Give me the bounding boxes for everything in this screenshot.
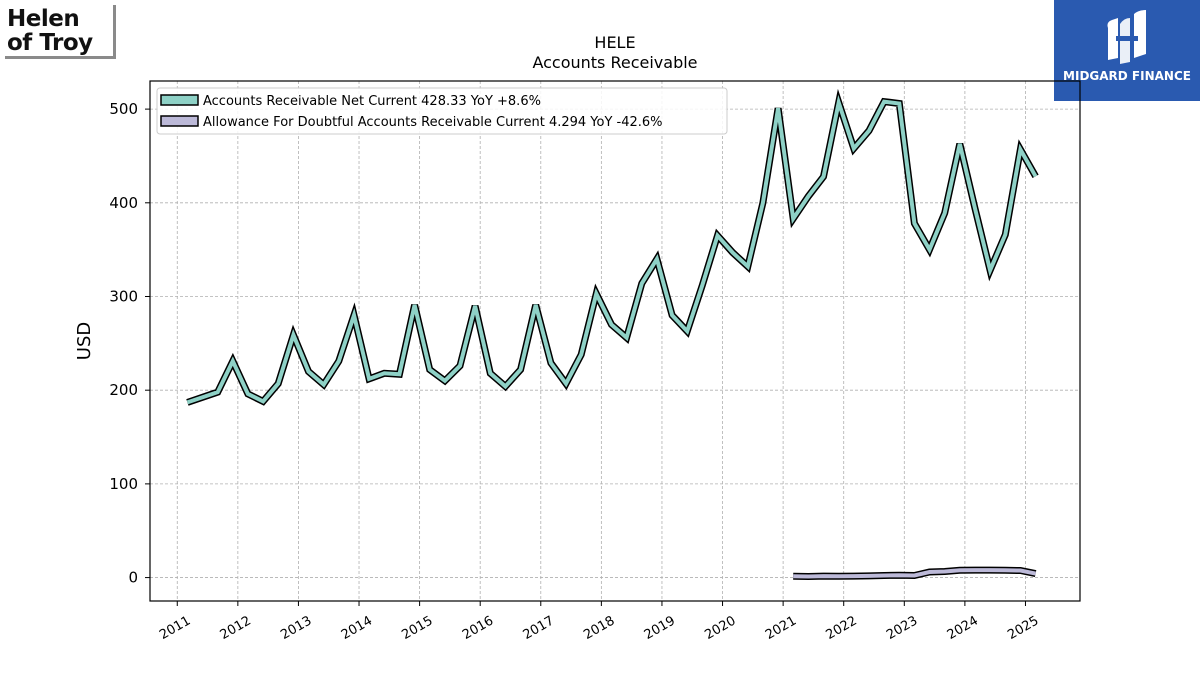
x-tick-label: 2021 [763,613,799,643]
x-tick-label: 2020 [702,613,738,643]
x-tick-label: 2025 [1005,613,1041,643]
helen-of-troy-logo: Helen of Troy [5,5,116,59]
x-tick-label: 2013 [278,613,314,643]
legend-swatch [160,94,199,106]
series-0-outline [186,88,1039,406]
legend-swatch [160,115,199,127]
chart-subtitle: Accounts Receivable [532,53,697,72]
legend: Accounts Receivable Net Current 428.33 Y… [156,87,728,135]
y-tick-label: 400 [109,194,138,212]
logo-glyph-left [1107,18,1118,60]
x-tick-label: 2016 [460,613,496,643]
legend-label: Allowance For Doubtful Accounts Receivab… [203,115,663,130]
midgard-finance-logo: MIDGARD FINANCE [1054,0,1200,101]
series-layer [186,88,1039,581]
x-tick-label: 2022 [824,613,860,643]
y-tick-label: 100 [109,475,138,493]
x-tick-label: 2024 [945,613,981,643]
y-tick-label: 300 [109,287,138,305]
logo-glyph-right [1134,10,1146,58]
x-tick-label: 2018 [581,613,617,643]
legend-box [156,87,728,135]
legend-label: Accounts Receivable Net Current 428.33 Y… [203,94,541,109]
x-tick-label: 2017 [521,613,557,643]
x-tick-label: 2015 [399,613,435,643]
x-tick-label: 2011 [157,613,193,643]
series-1-line [793,568,1036,579]
y-axis-label: USD [74,322,95,360]
logo-glyph-bar [1116,36,1138,41]
x-tick-label: 2023 [884,613,920,643]
series-0-line [186,94,1038,405]
x-tick-label: 2014 [339,613,375,643]
logo-text-line2: of Troy [7,30,93,56]
logo-text-line1: Helen [7,6,80,32]
x-tick-label: 2019 [642,613,678,643]
midgard-finance-logo-mark [1054,0,1200,101]
y-tick-label: 200 [109,381,138,399]
y-tick-label: 0 [128,569,138,587]
chart-title: HELE [594,33,635,52]
x-tick-label: 2012 [218,613,254,643]
plot-frame [149,80,1081,602]
logo-brand-text: MIDGARD FINANCE [1063,69,1191,83]
y-tick-label: 500 [109,100,138,118]
